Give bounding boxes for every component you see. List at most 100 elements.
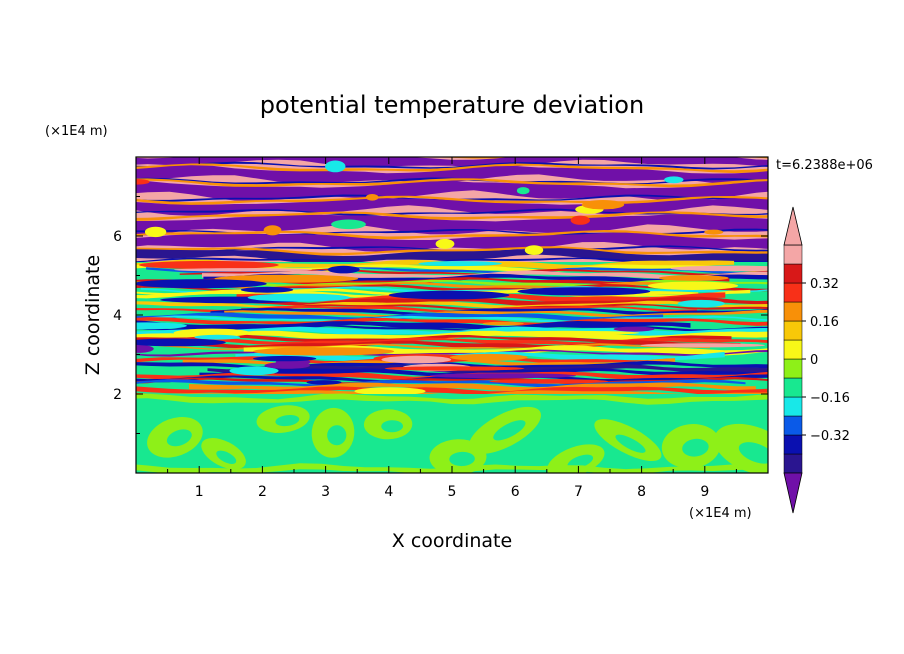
middle-segment: [306, 380, 342, 385]
y-tick-label: 2: [113, 387, 122, 403]
middle-segment: [647, 281, 739, 290]
lower-eddy-core: [493, 420, 526, 441]
y-axis-label: Z coordinate: [82, 255, 104, 375]
colorbar-upper-extension: [783, 206, 803, 246]
chart-title: potential temperature deviation: [260, 91, 644, 119]
colorbar-segment: [783, 244, 803, 265]
upper-blip: [570, 215, 590, 225]
middle-segment: [670, 265, 768, 272]
x-tick-label: 2: [258, 484, 267, 500]
colorbar-label: 0: [810, 353, 818, 368]
colorbar-label: 0.32: [810, 277, 839, 292]
middle-segment: [677, 299, 725, 308]
upper-fringe-band: [136, 163, 768, 174]
upper-dark-edge: [136, 194, 768, 202]
upper-blip: [516, 187, 530, 195]
colorbar-segment: [783, 415, 803, 436]
middle-segment: [264, 362, 311, 369]
colorbar-segment: [783, 301, 803, 322]
colorbar-label: −0.32: [810, 429, 850, 444]
middle-streak: [136, 324, 768, 332]
x-tick-label: 7: [574, 484, 583, 500]
middle-segment: [139, 260, 279, 270]
middle-segment: [482, 321, 524, 326]
lower-top-strip: [136, 393, 768, 405]
y-tick-label: 6: [113, 229, 122, 245]
colorbar-segment: [783, 396, 803, 417]
colorbar-segment: [783, 377, 803, 398]
x-tick-label: 3: [321, 484, 330, 500]
upper-blip: [581, 200, 625, 210]
middle-segment: [194, 334, 241, 340]
lower-eddy-core: [327, 425, 347, 446]
middle-segment: [253, 347, 395, 356]
middle-segment: [381, 355, 452, 364]
middle-segment: [659, 275, 729, 281]
colorbar-segment: [783, 263, 803, 284]
colorbar-lower-extension: [783, 472, 803, 514]
colorbar-label: −0.16: [810, 391, 850, 406]
upper-blip: [325, 160, 346, 173]
upper-blip: [524, 245, 544, 256]
middle-layer-streaks: [136, 259, 768, 400]
middle-segment: [214, 274, 359, 283]
colorbar: 0.32 0.16 0 −0.16 −0.32: [783, 206, 850, 514]
middle-segment: [136, 279, 267, 289]
x-tick-label: 8: [637, 484, 646, 500]
middle-segment: [384, 366, 525, 371]
upper-purple-band: [136, 214, 768, 236]
upper-blip: [435, 238, 455, 249]
upper-blip: [704, 229, 724, 235]
lower-eddy-core: [449, 451, 475, 467]
middle-segment: [489, 379, 609, 384]
x-tick-label: 9: [700, 484, 709, 500]
colorbar-segment: [783, 434, 803, 455]
middle-segment: [429, 373, 577, 379]
upper-fringe-band: [136, 230, 768, 240]
middle-segment: [136, 338, 226, 347]
lower-eddy-core: [381, 420, 404, 433]
middle-segment: [491, 330, 640, 335]
middle-segment: [613, 326, 655, 332]
upper-blip: [144, 226, 167, 238]
upper-fringe-band: [136, 211, 768, 221]
middle-streak: [224, 309, 768, 318]
middle-segment: [327, 265, 360, 274]
x-tick-label: 5: [448, 484, 457, 500]
middle-segment: [354, 387, 426, 396]
middle-segment: [247, 293, 351, 302]
upper-blip: [664, 176, 684, 184]
middle-streak: [136, 379, 746, 388]
middle-segment: [240, 286, 294, 293]
x-tick-label: 4: [384, 484, 393, 500]
upper-fringe-band: [136, 178, 768, 188]
middle-segment: [229, 366, 279, 376]
x-axis-label: X coordinate: [392, 530, 512, 552]
middle-streak: [241, 303, 768, 311]
lower-eddy-core: [567, 454, 594, 469]
upper-blip: [136, 179, 150, 185]
upper-dark-edge: [136, 161, 768, 170]
middle-segment: [136, 344, 154, 353]
colorbar-segment: [783, 282, 803, 303]
middle-segment: [136, 322, 187, 330]
middle-streak: [136, 305, 698, 313]
lower-eddy-core: [216, 450, 237, 464]
middle-streak: [136, 326, 768, 337]
colorbar-segment: [783, 453, 803, 474]
upper-layer-bands: [136, 157, 768, 265]
lower-eddy-core: [682, 438, 709, 457]
middle-segment: [418, 261, 502, 267]
x-axis-ticks: 1 2 3 4 5 6 7 8 9: [167, 157, 737, 500]
y-tick-label: 4: [113, 308, 122, 324]
lower-eddy-core: [166, 429, 192, 447]
middle-segment: [388, 290, 510, 300]
lower-eddy-core: [275, 414, 300, 427]
middle-segment: [640, 343, 765, 348]
colorbar-segment: [783, 358, 803, 379]
upper-blip: [331, 219, 366, 230]
time-label: t=6.2388e+06: [776, 158, 873, 173]
upper-dark-edge: [136, 245, 768, 253]
x-unit-label: (×1E4 m): [689, 506, 752, 521]
